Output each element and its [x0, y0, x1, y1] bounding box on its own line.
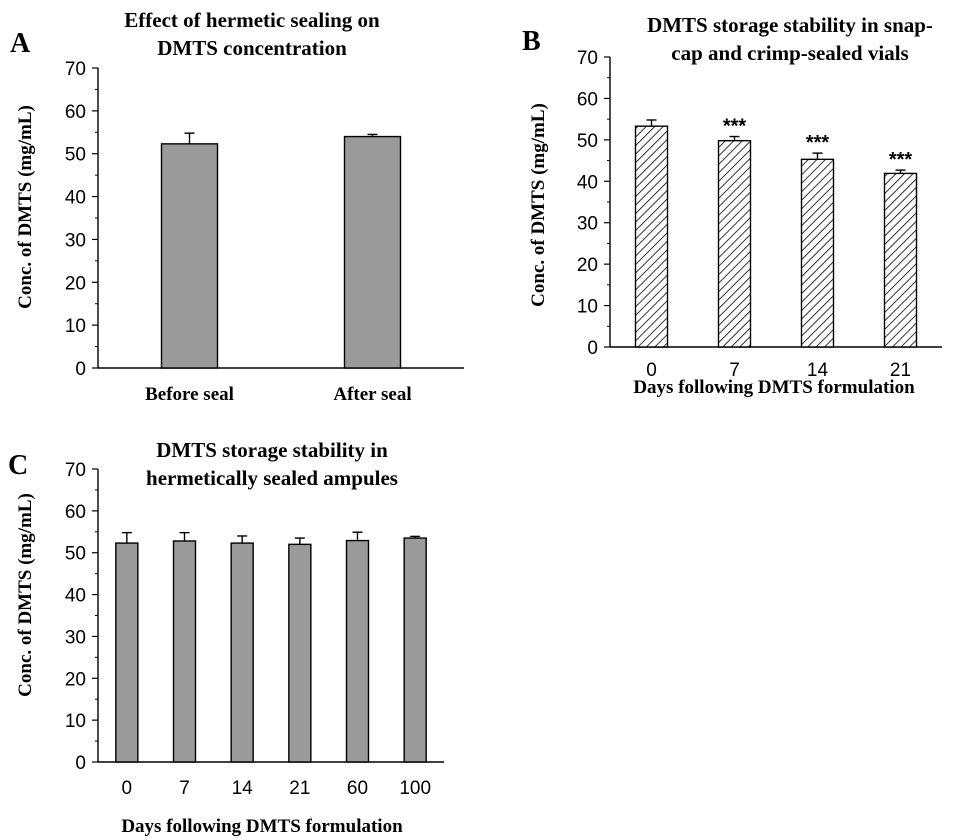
- panel-b-significance-label: ***: [806, 132, 830, 154]
- panel-c-y-tick-label: 40: [65, 586, 86, 607]
- panel-c-y-axis-label: Conc. of DMTS (mg/mL): [15, 493, 36, 697]
- panel-a-y-tick-label: 0: [75, 359, 86, 380]
- panel-b: B DMTS storage stability in snap- cap an…: [522, 13, 942, 398]
- panel-c-y-tick-label: 0: [75, 753, 86, 774]
- panel-b-bar: [883, 172, 918, 348]
- panel-b-y-tick-label: 40: [577, 172, 598, 193]
- panel-c-title-line-2: hermetically sealed ampules: [146, 466, 398, 490]
- panel-a-bar: [160, 143, 219, 369]
- panel-b-significance-label: ***: [889, 149, 913, 171]
- panel-b-title-line-2: cap and crimp-sealed vials: [671, 41, 908, 65]
- panel-c-y-tick-label: 10: [65, 711, 86, 732]
- panel-a-letter: A: [10, 28, 31, 59]
- panel-b-bar: [717, 139, 752, 348]
- panel-c-plot-area: 0 10 20 30 40 50 60 70 0 7 14 21 60 100: [65, 460, 444, 799]
- panel-b-y-axis-label: Conc. of DMTS (mg/mL): [528, 103, 549, 307]
- panel-c-x-tick-label: 0: [122, 778, 133, 799]
- panel-a-y-tick-label: 30: [65, 230, 86, 251]
- panel-c-bar: [172, 540, 197, 763]
- panel-a-y-tick-label: 10: [65, 316, 86, 337]
- panel-c-x-tick-label: 100: [399, 778, 431, 799]
- panel-a-y-tick-label: 20: [65, 273, 86, 294]
- panel-c-x-tick-label: 7: [179, 778, 190, 799]
- panel-a-title-line-2: DMTS concentration: [157, 36, 347, 60]
- panel-c-bar: [230, 542, 254, 763]
- panel-b-plot-area: 0 10 20 30 40 50 60 70 0 *** 7 *** 14 *** 21: [577, 48, 942, 381]
- panel-b-y-tick-label: 20: [577, 255, 598, 276]
- panel-c-x-tick-label: 21: [289, 778, 310, 799]
- panel-b-title-line-1: DMTS storage stability in snap-: [647, 13, 933, 37]
- panel-a-y-tick-label: 60: [65, 102, 86, 123]
- panel-c-bar: [403, 537, 427, 763]
- panel-a-x-tick-label: After seal: [333, 384, 411, 405]
- panel-c-y-tick-label: 60: [65, 502, 86, 523]
- panel-a-bar: [343, 135, 402, 369]
- panel-b-bar: [634, 125, 669, 348]
- panel-a-x-tick-label: Before seal: [145, 384, 234, 405]
- panel-a-y-tick-label: 50: [65, 145, 86, 166]
- panel-a-y-axis-label: Conc. of DMTS (mg/mL): [15, 105, 36, 309]
- panel-b-y-tick-label: 50: [577, 131, 598, 152]
- panel-a-y-tick-label: 70: [65, 59, 86, 80]
- panel-b-bar: [800, 158, 835, 348]
- panel-c: C DMTS storage stability in hermetically…: [8, 438, 444, 837]
- panel-a-plot-area: 0 10 20 30 40 50 60 70 Before seal After seal: [65, 59, 464, 405]
- panel-c-bar: [115, 542, 139, 763]
- panel-c-bar: [345, 539, 370, 763]
- panel-c-bar: [288, 543, 312, 763]
- panel-c-y-tick-label: 30: [65, 627, 86, 648]
- panel-b-y-tick-label: 0: [587, 338, 598, 359]
- panel-c-x-tick-label: 14: [232, 778, 254, 799]
- panel-c-y-tick-label: 70: [65, 460, 86, 481]
- panel-a: A Effect of hermetic sealing on DMTS con…: [10, 8, 464, 405]
- panel-b-x-tick-label: 14: [807, 360, 829, 381]
- panel-c-x-axis-label: Days following DMTS formulation: [121, 816, 403, 837]
- panel-b-x-tick-label: 0: [646, 360, 657, 381]
- panel-a-y-tick-label: 40: [65, 188, 86, 209]
- panel-b-x-tick-label: 7: [729, 360, 740, 381]
- panel-b-letter: B: [522, 26, 541, 57]
- panel-c-y-tick-label: 20: [65, 669, 86, 690]
- panel-b-x-axis-label: Days following DMTS formulation: [633, 377, 915, 398]
- panel-b-y-tick-label: 10: [577, 297, 598, 318]
- panel-b-y-tick-label: 70: [577, 48, 598, 69]
- panel-b-y-tick-label: 60: [577, 89, 598, 110]
- panel-b-x-tick-label: 21: [890, 360, 911, 381]
- panel-c-title-line-1: DMTS storage stability in: [156, 438, 388, 462]
- panel-a-title-line-1: Effect of hermetic sealing on: [124, 8, 380, 32]
- panel-c-x-tick-label: 60: [347, 778, 368, 799]
- panel-c-letter: C: [8, 450, 28, 481]
- panel-c-y-tick-label: 50: [65, 544, 86, 565]
- panel-b-significance-label: ***: [723, 116, 747, 138]
- panel-b-y-tick-label: 30: [577, 214, 598, 235]
